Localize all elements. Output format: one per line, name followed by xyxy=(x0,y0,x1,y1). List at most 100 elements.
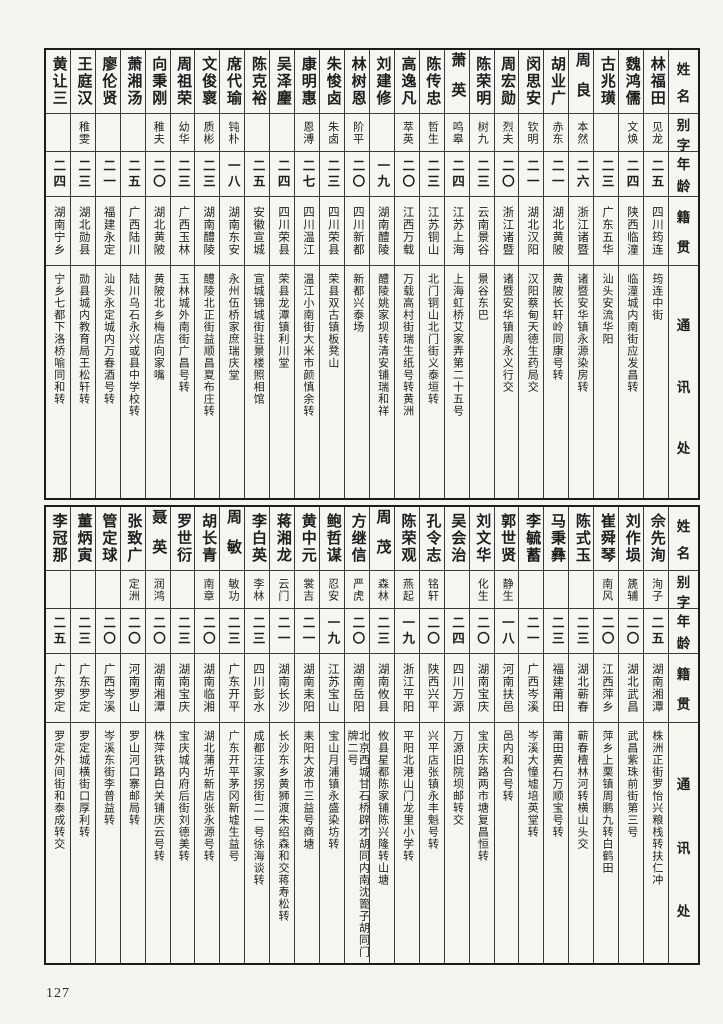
address-cell-text: 陆川乌石永兴或县中学校转 xyxy=(127,273,140,417)
address-cell-text: 黄陂长轩岭同康号转 xyxy=(551,273,564,381)
native-place-cell: 湖南宝庆 xyxy=(170,654,195,723)
address-cell-text: 勋县城内教育局王松轩转 xyxy=(77,273,90,405)
entry-column: 黄中元 裳吉 二一 湖南耒阳 耒阳大波市三益号商塘 xyxy=(295,507,321,963)
native-place-cell-text: 湖南宁乡 xyxy=(52,206,65,256)
native-place-cell: 广东五华 xyxy=(594,197,619,266)
address-cell: 汉阳蔡甸天德生药局交 xyxy=(519,266,543,498)
entry-column: 闵思安 钦明 二一 湖北汉阳 汉阳蔡甸天德生药局交 xyxy=(519,50,545,498)
age-cell-text: 二〇 xyxy=(350,158,365,190)
courtesy-name-cell: 赤东 xyxy=(544,114,569,152)
age-cell: 二〇 xyxy=(145,152,170,197)
name-cell-text: 刘文华 xyxy=(474,513,491,564)
age-cell: 二〇 xyxy=(469,609,494,654)
age-cell-text: 二〇 xyxy=(101,615,116,647)
age-cell: 二三 xyxy=(170,152,195,197)
name-cell: 周祖荣 xyxy=(170,50,195,114)
name-cell: 孔令志 xyxy=(419,507,444,571)
native-place-cell-text: 河南罗山 xyxy=(127,663,140,713)
name-cell-text: 管定球 xyxy=(100,513,117,564)
address-cell-text: 蕲春檀林河转横山头交 xyxy=(576,730,589,850)
native-place-cell-text: 陕西临潼 xyxy=(625,206,638,256)
native-place-cell-text: 浙江诸暨 xyxy=(576,206,589,256)
address-cell-text: 景谷东巴 xyxy=(476,273,489,321)
native-place-cell-text: 江苏宝山 xyxy=(326,663,339,713)
address-cell-text: 岑溪东街李普益转 xyxy=(102,730,115,826)
entry-column: 孔令志 铭轩 二〇 陕西兴平 兴平店张镇永丰魁号转 xyxy=(419,507,445,963)
courtesy-name-cell-text: 树九 xyxy=(476,120,489,145)
native-place-cell: 安徽宣城 xyxy=(245,197,270,266)
address-cell: 莆田黄石万顺宝号转 xyxy=(544,723,568,963)
entry-column: 聂英 润鸿 二〇 湖南湘潭 株萍铁路白关铺庆云号转 xyxy=(145,507,171,963)
courtesy-name-cell xyxy=(95,114,120,152)
name-cell: 吴泽麈 xyxy=(270,50,295,114)
address-cell-text: 北京西城甘石桥辟才胡同内南沈篦子胡同门牌二号 xyxy=(345,730,369,958)
courtesy-name-cell: 铭轩 xyxy=(419,571,444,609)
native-place-cell-text: 福建永定 xyxy=(102,206,115,256)
courtesy-name-cell-text: 定洲 xyxy=(127,577,140,602)
courtesy-name-cell-text: 哲生 xyxy=(426,120,439,145)
native-place-cell-text: 四川荣县 xyxy=(277,206,290,256)
header-char: 姓 xyxy=(676,518,691,534)
native-place-cell-text: 四川筠连 xyxy=(650,206,663,256)
name-cell-text: 胡长青 xyxy=(200,513,217,564)
header-native-place-cell: 籍贯 xyxy=(669,197,698,266)
courtesy-name-cell xyxy=(270,114,295,152)
native-place-cell-text: 湖南岳阳 xyxy=(351,663,364,713)
entry-column: 陈荣观 燕起 一九 浙江平阳 平阳北港山门龙里小学转 xyxy=(394,507,420,963)
address-cell-text: 罗定城横街口厚利转 xyxy=(77,730,90,838)
age-cell: 一八 xyxy=(220,152,245,197)
address-cell: 岑溪东街李普益转 xyxy=(96,723,120,963)
native-place-cell: 广东开平 xyxy=(220,654,245,723)
courtesy-name-cell-text: 朱卤 xyxy=(326,120,339,145)
address-cell-text: 温江小南街大米市颜慎余转 xyxy=(301,273,314,417)
entry-column: 周良 本然 二六 浙江诸暨 诸暨安华镇永源染房转 xyxy=(569,50,595,498)
courtesy-name-cell: 静生 xyxy=(494,571,519,609)
native-place-cell: 广东罗定 xyxy=(45,654,70,723)
address-cell-text: 邑内和合号转 xyxy=(501,730,514,802)
courtesy-name-cell: 烈夫 xyxy=(494,114,519,152)
name-cell-text: 方继信 xyxy=(349,513,366,564)
native-place-cell: 江苏宝山 xyxy=(320,654,345,723)
name-cell-text: 蒋湘龙 xyxy=(274,513,291,564)
header-age-cell: 年龄 xyxy=(669,609,698,654)
name-cell: 胡长青 xyxy=(195,507,220,571)
address-cell-text: 黄陂北乡梅店向家嘴 xyxy=(152,273,165,381)
native-place-cell: 江苏上海 xyxy=(444,197,469,266)
native-place-cell: 湖北蕲春 xyxy=(569,654,594,723)
address-cell: 上海虹桥艾家弄第二十五号 xyxy=(445,266,469,498)
entry-column: 刘建修 一九 湖南醴陵 醴陵姚家坝转清安铺瑞和祥 xyxy=(369,50,395,498)
name-cell-text: 李白英 xyxy=(249,513,266,564)
entry-column: 胡业广 赤东 二一 湖北黄陂 黄陂长轩岭同康号转 xyxy=(544,50,570,498)
address-cell-text: 岑溪大憧墟培英堂转 xyxy=(526,730,539,838)
entry-column: 林树恩 阶平 二〇 四川新都 新都兴泰场 xyxy=(345,50,370,498)
name-cell: 李毓蓄 xyxy=(519,507,544,571)
age-cell: 二五 xyxy=(644,609,668,654)
age-cell-text: 二五 xyxy=(51,615,66,647)
courtesy-name-cell-text: 稚夫 xyxy=(152,120,165,145)
native-place-cell-text: 湖南醴陵 xyxy=(202,206,215,256)
age-cell: 二五 xyxy=(120,152,145,197)
age-cell-text: 二三 xyxy=(175,158,190,190)
header-column: 姓名别字年龄籍贯通讯处 xyxy=(669,50,698,498)
name-cell: 方继信 xyxy=(345,507,369,571)
native-place-cell: 湖南湘潭 xyxy=(145,654,170,723)
native-place-cell: 湖南东安 xyxy=(220,197,245,266)
courtesy-name-cell-text: 幼华 xyxy=(177,120,190,145)
courtesy-name-cell: 树九 xyxy=(469,114,494,152)
name-cell: 管定球 xyxy=(95,507,120,571)
age-cell: 二三 xyxy=(469,152,494,197)
name-cell: 古兆璜 xyxy=(594,50,619,114)
courtesy-name-cell: 严虎 xyxy=(345,571,369,609)
courtesy-name-cell xyxy=(544,571,569,609)
name-cell-text: 佘先洵 xyxy=(648,513,665,564)
age-cell: 二〇 xyxy=(619,609,644,654)
name-cell-text: 胡业广 xyxy=(549,56,565,107)
courtesy-name-cell: 忍安 xyxy=(320,571,345,609)
courtesy-name-cell: 鸣皋 xyxy=(444,114,469,152)
entry-column: 崔舜琴 南风 二〇 江西萍乡 萍乡上栗镇周鹏九转白鹤田 xyxy=(594,507,620,963)
header-courtesy-name-cell: 别字 xyxy=(669,571,698,609)
entry-column: 胡长青 南章 二〇 湖南临湘 湖北蒲圻新店张永源号转 xyxy=(195,507,221,963)
native-place-cell: 福建永定 xyxy=(95,197,120,266)
courtesy-name-cell xyxy=(95,571,120,609)
name-cell: 黄让三 xyxy=(45,50,70,114)
